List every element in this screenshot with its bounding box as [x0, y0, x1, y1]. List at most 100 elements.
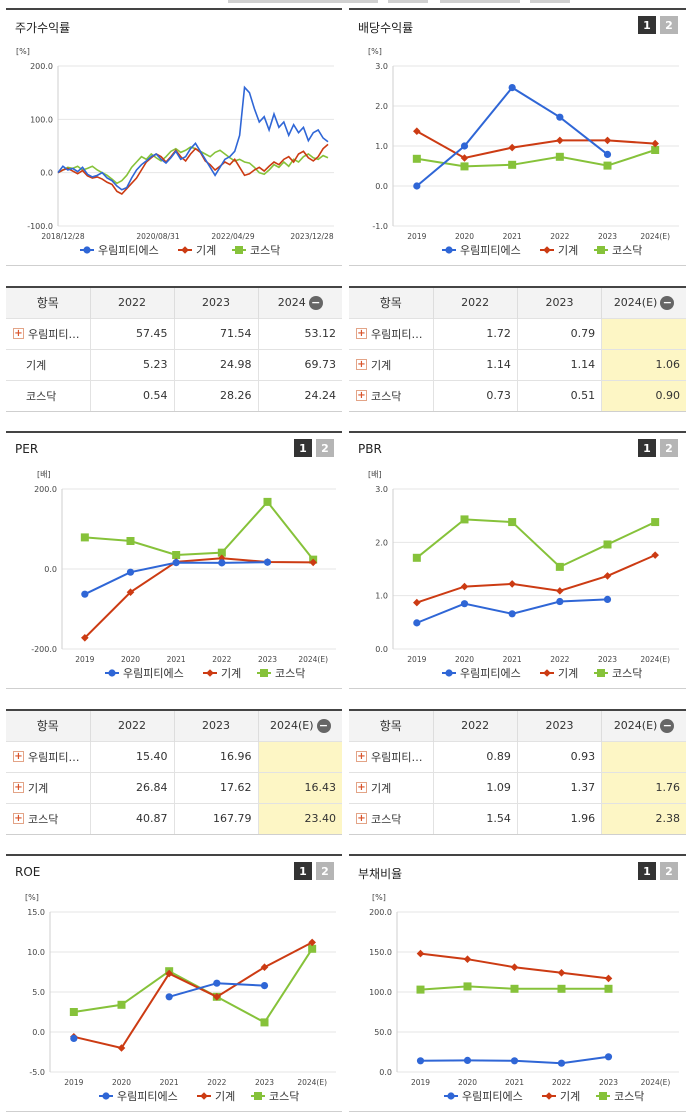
row-name: 코스닥: [26, 389, 57, 403]
data-point: [447, 1092, 455, 1100]
data-point: [81, 590, 89, 598]
expand-icon[interactable]: +: [356, 390, 367, 402]
column-header-year: 2022: [432, 711, 518, 741]
data-point: [597, 246, 605, 254]
value-cell: [257, 740, 342, 772]
view-1-button[interactable]: 1: [638, 16, 656, 34]
data-point: [651, 551, 659, 559]
column-header-year: 2023: [173, 711, 258, 741]
collapse-icon[interactable]: −: [660, 295, 675, 310]
row-name: 우림피티…: [371, 750, 423, 764]
series-line: [84, 561, 268, 596]
data-point: [445, 246, 453, 254]
expand-icon[interactable]: +: [13, 813, 24, 825]
data-point: [80, 533, 89, 542]
table-row: + 우림피티… 15.40 16.96: [6, 740, 342, 772]
expand-icon[interactable]: +: [13, 328, 24, 339]
row-name: 기계: [371, 781, 392, 795]
value-cell: 40.87: [89, 802, 174, 834]
header-label: 2022: [118, 719, 146, 733]
roe-chart: [%] 15.0 10.0 5.0 0.0 -5.0 2019 2020 2021 2022 202…: [25, 893, 336, 1103]
view-2-button[interactable]: 2: [660, 862, 678, 880]
expand-icon[interactable]: +: [13, 751, 24, 762]
x-tick-label: 2021: [503, 655, 522, 664]
y-tick-label: 50.0: [374, 1028, 392, 1037]
collapse-icon[interactable]: −: [308, 295, 323, 310]
series-line: [416, 86, 609, 187]
data-point: [309, 558, 317, 567]
data-point: [165, 969, 173, 978]
row-name-cell: + 코스닥: [6, 802, 90, 834]
value-cell: 0.54: [89, 379, 174, 411]
x-tick-label: 2022: [212, 655, 231, 664]
view-2-button[interactable]: 2: [316, 439, 334, 457]
per-table: 항목 2022 2023 2024(E) − + 우림피티… 15.40 16.96 + 기계 26.…: [6, 709, 342, 835]
expand-icon[interactable]: +: [356, 813, 367, 825]
x-tick-label: 2022/04/29: [211, 232, 254, 241]
x-tick-label: 2023: [598, 655, 617, 664]
data-point: [603, 595, 612, 603]
roe-panel: ROE 1 2 [%] 15.0 10.0 5.0 0.0 -5.0 2019 2020 202…: [6, 854, 342, 1112]
expand-icon[interactable]: +: [13, 782, 24, 793]
view-1-button[interactable]: 1: [294, 439, 312, 457]
value-cell: 24.98: [173, 348, 258, 380]
value-cell: 1.37: [516, 771, 602, 803]
legend-label: 코스닥: [250, 244, 280, 257]
row-name: 기계: [26, 358, 47, 372]
row-name: 코스닥: [28, 812, 59, 826]
view-1-button[interactable]: 1: [294, 862, 312, 880]
y-tick-label: 0.0: [32, 1028, 45, 1037]
x-tick-label: 2024(E): [640, 655, 670, 664]
y-tick-label: 0.0: [44, 565, 57, 574]
x-tick-label: 2020: [455, 232, 474, 241]
header-label: 2022: [461, 719, 490, 733]
collapse-icon[interactable]: −: [316, 718, 331, 733]
y-tick-label: -200.0: [31, 645, 57, 654]
y-unit-label: [배]: [368, 470, 382, 479]
data-point: [556, 113, 564, 121]
series-line: [416, 554, 656, 604]
expand-icon[interactable]: +: [356, 782, 367, 793]
data-point: [597, 669, 605, 677]
legend-label: 기계: [558, 244, 578, 257]
header-label: 2023: [202, 719, 230, 733]
legend-label: 기계: [560, 1090, 580, 1103]
column-header-year: 2022: [432, 288, 518, 318]
data-point: [651, 139, 659, 148]
table-row: + 코스닥 40.87 167.79 23.40: [6, 802, 342, 834]
header-label: 2022: [461, 296, 490, 310]
view-1-button[interactable]: 1: [638, 439, 656, 457]
data-point: [260, 669, 268, 677]
value-cell: [601, 740, 686, 772]
pbr-panel: PBR 1 2 [배] 3.0 2.0 1.0 0.0 2019 2020 2021 2022 2…: [349, 431, 686, 689]
view-2-button[interactable]: 2: [660, 439, 678, 457]
y-tick-label: 2.0: [375, 102, 388, 111]
x-tick-label: 2022: [207, 1078, 226, 1087]
x-tick-label: 2019: [75, 655, 94, 664]
data-point: [510, 1057, 519, 1065]
row-name-cell: + 기계: [349, 771, 433, 803]
view-2-button[interactable]: 2: [660, 16, 678, 34]
data-point: [412, 154, 421, 163]
expand-icon[interactable]: +: [356, 328, 367, 339]
view-2-button[interactable]: 2: [316, 862, 334, 880]
series-line: [73, 948, 314, 1024]
legend-label: 코스닥: [614, 1090, 644, 1103]
collapse-icon[interactable]: −: [660, 718, 675, 733]
data-point: [556, 587, 564, 595]
x-tick-label: 2020/08/31: [136, 232, 179, 241]
data-point: [508, 143, 516, 152]
expand-icon[interactable]: +: [356, 359, 367, 370]
x-tick-label: 2022: [550, 655, 569, 664]
data-point: [599, 1092, 607, 1100]
legend-label: 코스닥: [269, 1090, 299, 1103]
data-point: [254, 1092, 262, 1100]
view-1-button[interactable]: 1: [638, 862, 656, 880]
x-tick-label: 2023: [599, 1078, 618, 1087]
y-unit-label: [배]: [37, 470, 51, 479]
expand-icon[interactable]: +: [356, 751, 367, 762]
y-tick-label: 200.0: [30, 62, 53, 71]
data-point: [603, 161, 612, 170]
x-tick-label: 2020: [112, 1078, 131, 1087]
legend-label: 기계: [215, 1090, 235, 1103]
